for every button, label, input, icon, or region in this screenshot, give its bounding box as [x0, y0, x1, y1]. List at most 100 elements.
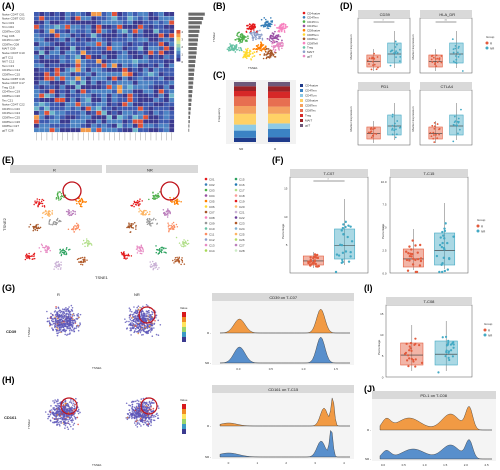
- heatmap-cell: [148, 123, 154, 128]
- feature-point: [144, 421, 146, 424]
- heatmap-cell: [101, 85, 107, 90]
- heatmap-cell: [44, 67, 50, 72]
- feature-point: [146, 324, 149, 327]
- heatmap-cell: [96, 59, 102, 64]
- boxplot-point: [444, 355, 447, 358]
- boxplot-point: [369, 132, 372, 134]
- heatmap-bar: [188, 38, 198, 42]
- heatmap-legend-swatch: [176, 40, 181, 44]
- heatmap-cell: [143, 72, 149, 77]
- heatmap-cell: [138, 12, 143, 16]
- feature-point: [75, 327, 77, 330]
- feature-point: [132, 320, 135, 322]
- heatmap-cell: [34, 89, 39, 94]
- tsne-b-point: [255, 48, 257, 51]
- heatmap-cell: [44, 46, 50, 51]
- tsne-e-point: [38, 247, 41, 249]
- tsne-e-point: [166, 212, 169, 215]
- tsne-b-point: [239, 33, 242, 36]
- tsne-e-legend-swatch: [234, 249, 238, 252]
- heatmap-cell: [164, 59, 169, 64]
- feature-point: [52, 400, 54, 402]
- heatmap-cell: [106, 85, 112, 90]
- boxplot-point: [452, 140, 455, 143]
- heatmap-cell: [91, 12, 97, 16]
- tsne-e-point: [64, 194, 67, 196]
- tsne-b-point: [271, 32, 274, 34]
- tsne-b-point: [237, 35, 239, 38]
- tsne-e-point: [174, 256, 177, 259]
- heatmap-cell: [112, 98, 117, 102]
- e-title-nr: NR: [147, 168, 153, 173]
- i-legend-nr-swatch: [483, 333, 487, 337]
- boxplot-point: [317, 264, 321, 268]
- feature-point: [56, 403, 59, 405]
- tsne-e-point: [28, 226, 30, 228]
- feature-point: [150, 420, 152, 423]
- tsne-b-point: [265, 57, 268, 60]
- feature-point: [53, 402, 56, 404]
- boxplot-point: [406, 269, 410, 272]
- feature-point: [73, 328, 75, 330]
- heatmap-cell: [127, 119, 133, 124]
- boxplot-point: [434, 63, 436, 66]
- heatmap-bar: [188, 21, 202, 25]
- feature-point: [61, 329, 64, 331]
- tsne-e-point: [41, 244, 44, 247]
- heatmap-cell: [164, 63, 169, 68]
- heatmap-cell: [122, 123, 128, 128]
- feature-point: [73, 422, 76, 425]
- heatmap-cell: [44, 37, 50, 42]
- heatmap-cell: [91, 42, 97, 47]
- heatmap-cell: [153, 98, 159, 102]
- tsne-e-point: [32, 225, 34, 228]
- feature-point: [148, 318, 150, 321]
- heatmap-cell: [169, 46, 175, 51]
- tsne-b-point: [269, 49, 271, 51]
- heatmap-legend-tick: 0: [181, 60, 183, 64]
- tsne-e-point: [123, 253, 126, 255]
- feature-point: [52, 318, 54, 321]
- boxplot-ytick: 15: [284, 187, 288, 191]
- tsne-e-legend-swatch: [234, 243, 238, 247]
- boxplot-point: [410, 349, 413, 353]
- boxplot-point: [410, 248, 413, 251]
- feature-point: [65, 310, 67, 312]
- heatmap-cell: [65, 59, 71, 64]
- heatmap-bars: [188, 12, 205, 132]
- tsne-b-point: [278, 30, 281, 32]
- heatmap-cell: [132, 42, 138, 47]
- heatmap-cell: [143, 12, 149, 16]
- tsne-e-point: [166, 211, 168, 213]
- feature-point: [58, 324, 61, 326]
- heatmap-cell: [112, 123, 117, 128]
- tsne-e-point: [87, 242, 89, 244]
- heatmap-cell: [96, 80, 102, 85]
- boxplot-point: [446, 241, 449, 245]
- heatmap-cell: [169, 85, 175, 90]
- tsne-b-point: [273, 50, 276, 53]
- feature-point: [149, 323, 152, 326]
- heatmap-cell: [70, 80, 76, 85]
- feature-point: [61, 308, 64, 310]
- heatmap-cell: [54, 67, 60, 72]
- boxplot-box: [334, 228, 356, 260]
- tsne-b-point: [281, 39, 283, 42]
- feature-point: [48, 320, 51, 322]
- tsne-b-point: [247, 28, 250, 30]
- heatmap-cell: [117, 80, 123, 85]
- tsne-e-point: [57, 263, 60, 266]
- heatmap-cell: [112, 67, 117, 72]
- stacked-legend-label: CD8Tex: [305, 109, 316, 113]
- heatmap-cell: [138, 89, 143, 94]
- feature-point: [57, 398, 59, 401]
- heatmap-cell: [34, 80, 39, 85]
- feature-point: [68, 306, 70, 308]
- tsne-b-point: [232, 48, 234, 51]
- boxplot-point: [431, 54, 434, 57]
- heatmap-cell: [80, 50, 86, 55]
- heatmap-cell: [91, 29, 97, 34]
- heatmap-cell: [138, 24, 143, 29]
- feature-point: [66, 322, 69, 325]
